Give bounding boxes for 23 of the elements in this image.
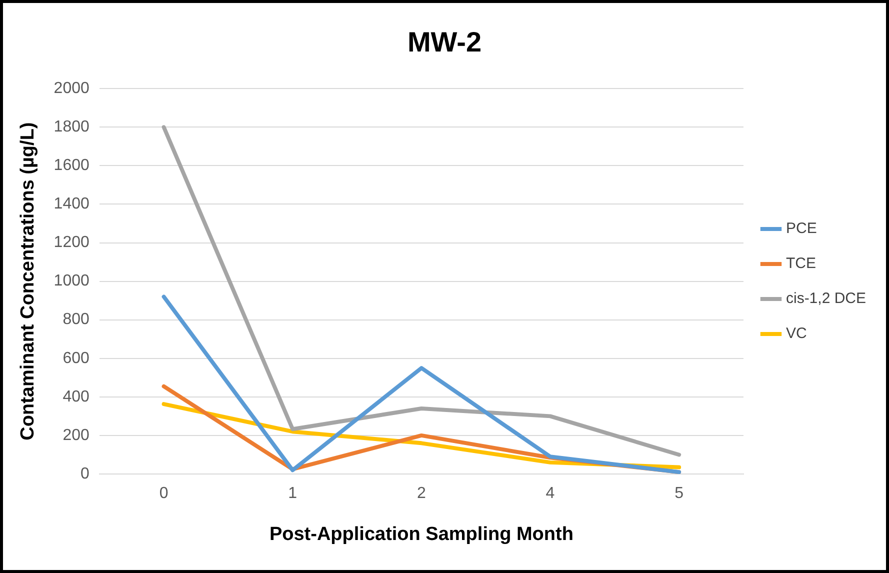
y-tick-label: 2000 <box>54 80 90 98</box>
y-tick-label: 200 <box>62 426 90 444</box>
legend-label: VC <box>786 325 807 342</box>
x-tick-label: 1 <box>288 485 298 502</box>
y-tick-label: 800 <box>62 311 90 328</box>
y-tick-label: 1600 <box>54 157 90 174</box>
chart-title: MW-2 <box>407 26 482 58</box>
y-tick-label: 1200 <box>54 234 90 252</box>
y-tick-label: 1400 <box>54 196 90 213</box>
legend-label: cis-1,2 DCE <box>786 290 866 308</box>
x-tick-label: 2 <box>416 485 426 502</box>
y-tick-label: 1000 <box>54 272 90 290</box>
y-axis-title: Contaminant Concentrations (µg/L) <box>18 122 39 440</box>
x-tick-label: 4 <box>546 485 555 502</box>
y-tick-label: 1800 <box>54 118 90 136</box>
x-tick-label: 0 <box>159 485 168 502</box>
legend-label: TCE <box>786 255 816 272</box>
x-tick-label: 5 <box>674 485 684 502</box>
y-tick-label: 400 <box>62 388 90 406</box>
y-tick-label: 0 <box>80 465 90 482</box>
x-axis-title: Post-Application Sampling Month <box>269 524 574 545</box>
legend-label: PCE <box>786 220 817 238</box>
y-tick-label: 600 <box>62 350 90 367</box>
